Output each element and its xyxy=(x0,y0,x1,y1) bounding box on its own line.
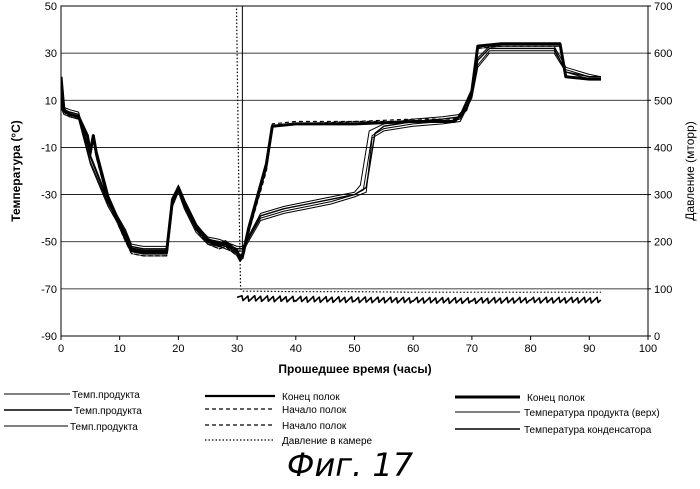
y-tick-label: 10 xyxy=(45,95,57,107)
series-line-0 xyxy=(61,51,601,251)
series-line-4 xyxy=(61,46,601,261)
y2-tick-label: 700 xyxy=(654,1,672,13)
x-tick-label: 90 xyxy=(583,343,595,355)
legend-label: Темп.продукта xyxy=(74,406,142,417)
x-axis-ticks: 0 10 20 30 40 50 60 70 80 90 100 xyxy=(58,336,657,355)
series-line-8 xyxy=(61,53,601,253)
series-line-1 xyxy=(61,48,601,248)
figure-caption: Фиг. 17 xyxy=(0,446,700,484)
legend-label: Начало полок xyxy=(282,405,347,416)
series-line-2 xyxy=(61,46,601,246)
x-tick-label: 20 xyxy=(172,343,184,355)
legend-label: Темп.продукта xyxy=(72,390,140,401)
x-tick-label: 10 xyxy=(114,343,126,355)
y2-axis-title: Давление (мторр) xyxy=(683,121,697,221)
y-tick-label: -10 xyxy=(41,142,57,154)
legend-label: Темп.продукта xyxy=(70,422,138,433)
x-tick-label: 40 xyxy=(290,343,302,355)
x-axis-title: Прошедшее время (часы) xyxy=(278,362,431,376)
legend-label: Конец полок xyxy=(527,393,585,404)
legend-label: Температура конденсатора xyxy=(524,425,652,436)
x-tick-label: 30 xyxy=(231,343,243,355)
series-line-3 xyxy=(61,44,601,261)
x-tick-label: 80 xyxy=(524,343,536,355)
y2-tick-label: 200 xyxy=(654,237,672,249)
x-tick-label: 60 xyxy=(407,343,419,355)
y2-tick-label: 600 xyxy=(654,48,672,60)
x-tick-label: 100 xyxy=(639,343,657,355)
series-layer xyxy=(61,0,601,303)
chart: 503010-10-30-50-70-90 700600500400300200… xyxy=(0,0,700,446)
y-tick-label: 30 xyxy=(45,48,57,60)
series-line-9 xyxy=(237,296,601,304)
y-tick-label: -90 xyxy=(41,331,57,343)
plot-frame xyxy=(61,6,648,336)
x-tick-label: 0 xyxy=(58,343,64,355)
y-tick-label: 50 xyxy=(45,1,57,13)
y2-axis-ticks: 700 600 500 400 300 200 100 0 xyxy=(648,1,672,343)
legend-label: Давление в камере xyxy=(282,436,373,446)
x-tick-label: 50 xyxy=(348,343,360,355)
y2-tick-label: 500 xyxy=(654,95,672,107)
y-axis-title: Температура (°C) xyxy=(9,120,23,222)
y-tick-label: -50 xyxy=(41,237,57,249)
legend-label: Начало полок xyxy=(282,421,347,432)
grid-lines xyxy=(61,6,648,336)
legend: Темп.продукта Темп.продукта Темп.продукта К… xyxy=(4,390,660,446)
legend-label: Конец полок xyxy=(282,392,340,403)
legend-label: Температура продукта (верх) xyxy=(524,408,660,419)
y2-tick-label: 300 xyxy=(654,190,672,202)
y2-tick-label: 100 xyxy=(654,284,672,296)
series-line-5 xyxy=(61,46,601,261)
y-tick-label: -70 xyxy=(41,284,57,296)
y2-tick-label: 0 xyxy=(654,331,660,343)
y2-tick-label: 400 xyxy=(654,142,672,154)
series-line-7 xyxy=(61,44,601,259)
y-axis-ticks: 50 30 10 -10 -30 -50 -70 -90 xyxy=(41,1,57,343)
y-tick-label: -30 xyxy=(41,190,57,202)
x-tick-label: 70 xyxy=(466,343,478,355)
